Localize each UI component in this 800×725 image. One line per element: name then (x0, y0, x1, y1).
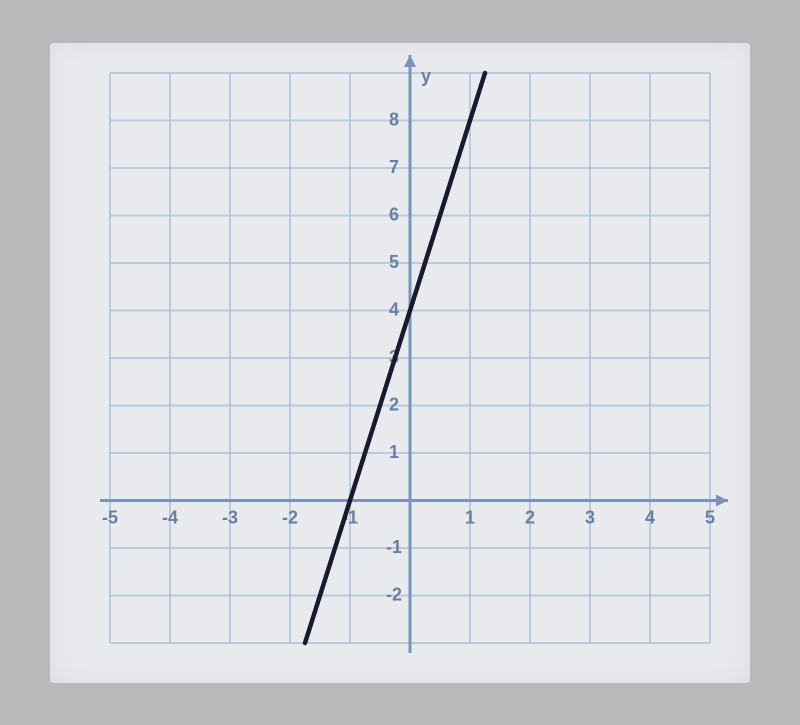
y-axis-arrow (404, 55, 416, 67)
x-tick-label: -3 (222, 507, 238, 527)
x-tick-label: 4 (645, 507, 655, 527)
y-tick-label: 6 (389, 204, 399, 224)
x-tick-label: 1 (465, 507, 475, 527)
y-tick-label: 2 (389, 394, 399, 414)
x-tick-label: 2 (525, 507, 535, 527)
y-tick-label: 1 (389, 441, 399, 461)
x-tick-label: -4 (162, 507, 178, 527)
y-tick-label: 5 (389, 251, 399, 271)
x-tick-label: 5 (705, 507, 715, 527)
x-axis-arrow (716, 494, 728, 506)
y-tick-label: -1 (386, 536, 402, 556)
x-tick-label: 3 (585, 507, 595, 527)
y-tick-label: 7 (389, 156, 399, 176)
x-tick-label: -2 (282, 507, 298, 527)
y-tick-label: 4 (389, 299, 399, 319)
y-tick-label: -2 (386, 584, 402, 604)
y-tick-label: 8 (389, 109, 399, 129)
chart-canvas: -5-4-3-2-112345-2-112345678y (50, 43, 750, 683)
x-tick-label: -5 (102, 507, 118, 527)
y-axis-label: y (421, 65, 431, 85)
line-chart: -5-4-3-2-112345-2-112345678y (50, 43, 750, 683)
